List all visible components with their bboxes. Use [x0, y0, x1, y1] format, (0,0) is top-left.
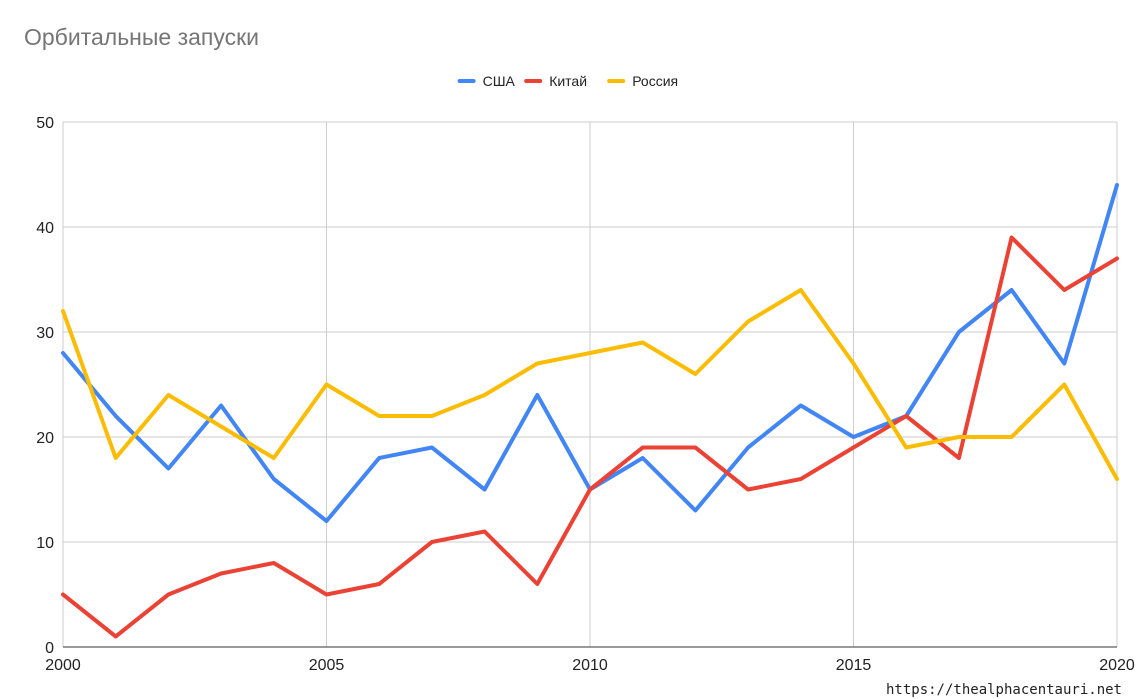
- series-line-1: [61, 235, 1119, 639]
- x-tick-label: 2000: [45, 657, 81, 674]
- grid: [62, 121, 1118, 647]
- legend[interactable]: США Китай Россия: [457, 73, 679, 89]
- y-tick-label: 10: [36, 535, 54, 552]
- x-tick-label: 2005: [309, 657, 345, 674]
- y-tick-label: 40: [36, 220, 54, 237]
- legend-item-1[interactable]: Китай: [524, 73, 587, 89]
- y-tick-label: 0: [45, 640, 54, 657]
- x-tick-label: 2015: [836, 657, 872, 674]
- y-tick-label: 20: [36, 430, 54, 447]
- chart-title: Орбитальные запуски: [24, 24, 259, 50]
- series-line-2: [61, 288, 1119, 481]
- watermark: https://thealphacentauri.net: [886, 682, 1122, 698]
- y-tick-label: 30: [36, 325, 54, 342]
- x-tick-label: 2010: [572, 657, 608, 674]
- x-tick-label: 2020: [1099, 657, 1135, 674]
- legend-label: Россия: [632, 73, 678, 89]
- legend-label: США: [483, 73, 516, 89]
- series-lines: [61, 183, 1119, 639]
- legend-item-0[interactable]: США: [457, 73, 516, 89]
- tick-labels: 0 10 20 30 40 50 2000 2005 2010 2015 2020: [36, 115, 1135, 674]
- y-tick-label: 50: [36, 115, 54, 132]
- legend-label: Китай: [549, 73, 587, 89]
- legend-item-2[interactable]: Россия: [607, 73, 678, 89]
